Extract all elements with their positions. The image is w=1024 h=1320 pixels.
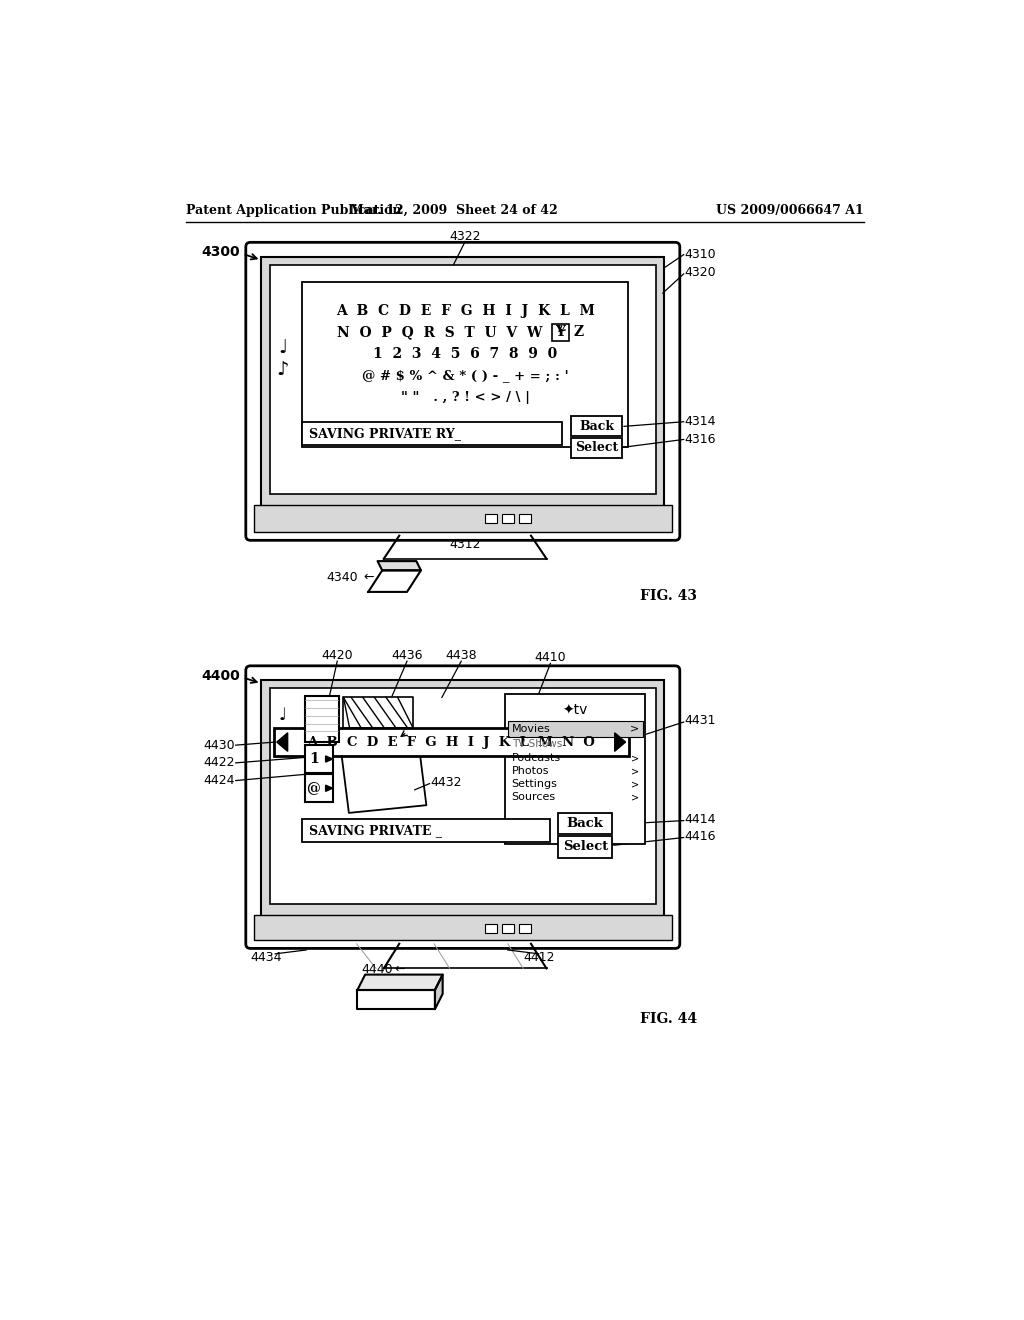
Text: 4314: 4314 — [684, 416, 716, 428]
Bar — [484, 924, 497, 933]
Bar — [302, 281, 628, 447]
Text: 4340: 4340 — [327, 570, 358, 583]
Bar — [273, 729, 629, 756]
Bar — [254, 915, 672, 940]
Bar — [502, 924, 514, 933]
Text: 4440: 4440 — [361, 962, 393, 975]
Text: Photos: Photos — [512, 767, 549, 776]
Bar — [270, 264, 655, 494]
Polygon shape — [369, 570, 421, 591]
Bar — [302, 422, 562, 445]
Text: 4316: 4316 — [684, 433, 716, 446]
Text: 4430: 4430 — [204, 739, 234, 751]
Text: >: > — [630, 723, 639, 734]
Text: Patent Application Publication: Patent Application Publication — [186, 205, 401, 218]
Text: 4420: 4420 — [322, 649, 353, 663]
Text: 4300: 4300 — [202, 246, 241, 259]
Text: Settings: Settings — [512, 779, 557, 789]
Text: 4312: 4312 — [450, 539, 481, 552]
Bar — [552, 323, 569, 341]
Bar — [502, 515, 514, 524]
Text: 4436: 4436 — [391, 649, 423, 663]
Text: FIG. 43: FIG. 43 — [640, 589, 696, 603]
Text: 1  2  3  4  5  6  7  8  9  0: 1 2 3 4 5 6 7 8 9 0 — [373, 347, 557, 360]
Text: >: > — [631, 779, 639, 789]
Text: >: > — [631, 792, 639, 803]
Polygon shape — [341, 743, 426, 813]
Text: " "   . , ? ! < > / \ |: " " . , ? ! < > / \ | — [400, 391, 529, 404]
Bar — [305, 775, 333, 803]
Text: 1: 1 — [309, 752, 318, 766]
Text: @: @ — [306, 781, 321, 795]
Text: 4400: 4400 — [202, 669, 241, 682]
Text: N  O  P  Q  R  S  T  U  V  W  X: N O P Q R S T U V W X — [337, 326, 562, 339]
Bar — [254, 506, 672, 532]
Text: Select: Select — [562, 841, 608, 853]
Text: 4414: 4414 — [684, 813, 716, 825]
Bar — [305, 696, 339, 742]
Text: TV Shows: TV Shows — [512, 739, 562, 748]
Bar — [484, 515, 497, 524]
Polygon shape — [378, 561, 421, 570]
Polygon shape — [276, 733, 288, 751]
Text: 4412: 4412 — [523, 952, 555, 964]
Bar — [302, 818, 550, 842]
Text: @ # $ % ^ & * ( ) - _ + = ; : ': @ # $ % ^ & * ( ) - _ + = ; : ' — [361, 370, 568, 381]
Text: 4410: 4410 — [535, 651, 566, 664]
Text: Z: Z — [574, 326, 584, 339]
Text: Movies: Movies — [512, 723, 550, 734]
Text: 4424: 4424 — [204, 774, 234, 787]
Bar — [558, 813, 612, 834]
Bar — [571, 416, 623, 437]
Text: Mar. 12, 2009  Sheet 24 of 42: Mar. 12, 2009 Sheet 24 of 42 — [349, 205, 557, 218]
Polygon shape — [614, 733, 626, 751]
Bar — [508, 721, 643, 737]
Bar — [518, 924, 531, 933]
Text: 4431: 4431 — [684, 714, 716, 727]
Bar — [261, 257, 665, 510]
Text: 4416: 4416 — [684, 829, 716, 842]
Polygon shape — [435, 974, 442, 1010]
Text: 4422: 4422 — [204, 756, 234, 770]
Text: >: > — [631, 767, 639, 776]
Text: A  B  C  D  E  F  G  H  I  J  K  L  M  N  O: A B C D E F G H I J K L M N O — [307, 735, 595, 748]
Bar — [305, 744, 333, 774]
Bar — [558, 836, 612, 858]
Text: Sources: Sources — [512, 792, 556, 803]
Text: >: > — [631, 754, 639, 763]
Polygon shape — [326, 756, 333, 762]
Text: Select: Select — [575, 441, 618, 454]
Text: Y: Y — [555, 326, 565, 339]
Text: 4310: 4310 — [684, 248, 716, 261]
Text: 4320: 4320 — [684, 265, 716, 279]
Text: 4438: 4438 — [445, 649, 477, 663]
Text: ♩
♪: ♩ ♪ — [276, 338, 289, 379]
Bar — [270, 688, 655, 904]
Text: 4322: 4322 — [450, 230, 481, 243]
Polygon shape — [357, 974, 442, 990]
Text: FIG. 44: FIG. 44 — [640, 1012, 696, 1026]
Text: 4434: 4434 — [251, 952, 282, 964]
Text: Back: Back — [580, 420, 614, 433]
Text: ←: ← — [394, 962, 406, 975]
Text: 4432: 4432 — [430, 776, 462, 788]
Text: ✦tv: ✦tv — [562, 704, 588, 718]
FancyBboxPatch shape — [246, 665, 680, 948]
Bar — [506, 693, 645, 843]
Text: Podcasts: Podcasts — [512, 754, 561, 763]
Text: SAVING PRIVATE RY_: SAVING PRIVATE RY_ — [308, 426, 461, 440]
Bar — [571, 438, 623, 458]
Polygon shape — [326, 785, 333, 792]
Text: SAVING PRIVATE _: SAVING PRIVATE _ — [308, 824, 441, 837]
Text: ←: ← — [364, 570, 374, 583]
Text: Back: Back — [567, 817, 604, 830]
Polygon shape — [343, 697, 414, 729]
FancyBboxPatch shape — [246, 243, 680, 540]
Text: US 2009/0066647 A1: US 2009/0066647 A1 — [717, 205, 864, 218]
Bar — [518, 515, 531, 524]
Text: ♩
♪: ♩ ♪ — [278, 706, 289, 746]
Polygon shape — [357, 990, 435, 1010]
Bar — [261, 681, 665, 919]
Text: A  B  C  D  E  F  G  H  I  J  K  L  M: A B C D E F G H I J K L M — [336, 304, 595, 318]
